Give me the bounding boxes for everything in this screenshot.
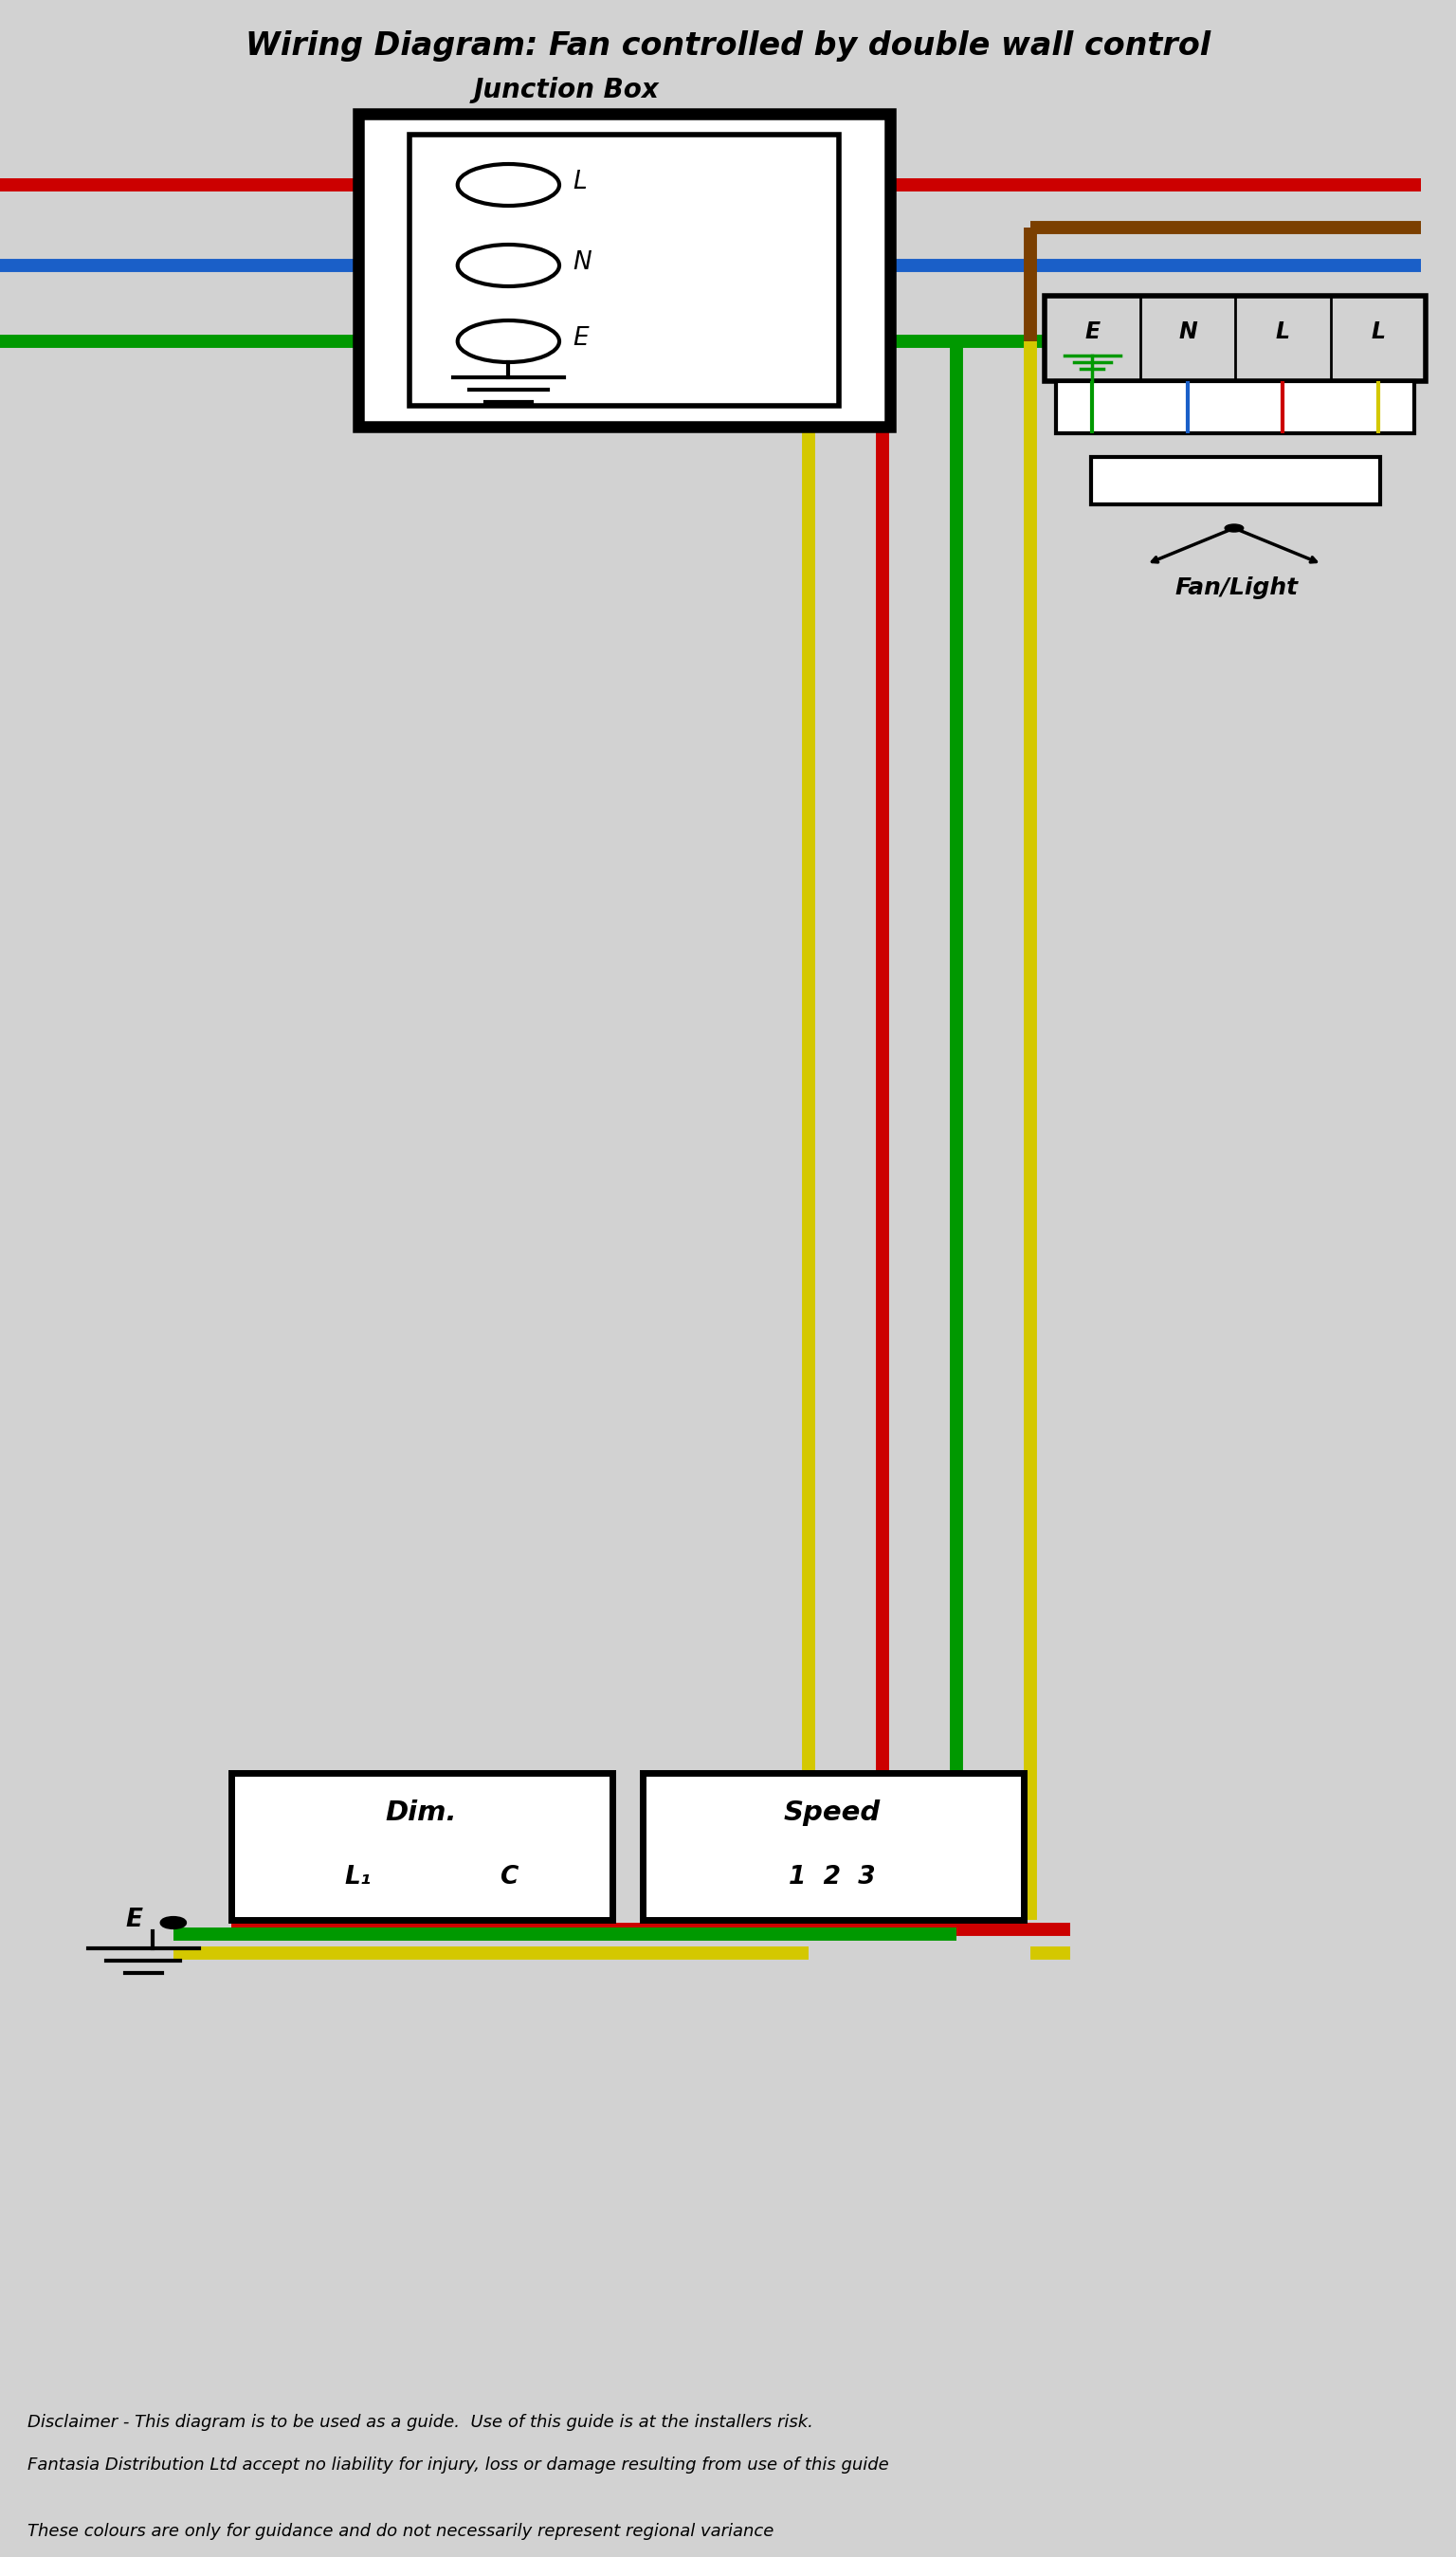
Text: L: L <box>574 169 587 194</box>
Text: Fantasia Distribution Ltd accept no liability for injury, loss or damage resulti: Fantasia Distribution Ltd accept no liab… <box>28 2457 890 2473</box>
Text: N: N <box>574 251 593 276</box>
Bar <box>642 1772 1024 1920</box>
Text: C: C <box>499 1864 518 1890</box>
Bar <box>1091 458 1380 504</box>
Bar <box>409 136 839 407</box>
Text: E: E <box>1085 320 1099 343</box>
Text: Disclaimer - This diagram is to be used as a guide.  Use of this guide is at the: Disclaimer - This diagram is to be used … <box>28 2414 814 2432</box>
Text: Wiring Diagram: Fan controlled by double wall control: Wiring Diagram: Fan controlled by double… <box>246 31 1210 61</box>
Bar <box>1044 297 1425 381</box>
Text: E: E <box>574 327 588 350</box>
Text: 1  2  3: 1 2 3 <box>789 1864 875 1890</box>
Text: E: E <box>125 1908 143 1933</box>
Text: L: L <box>1275 320 1290 343</box>
Text: These colours are only for guidance and do not necessarily represent regional va: These colours are only for guidance and … <box>28 2524 775 2539</box>
Circle shape <box>162 1918 185 1928</box>
Text: N: N <box>1178 320 1197 343</box>
Circle shape <box>457 320 559 363</box>
Text: Dim.: Dim. <box>384 1800 457 1826</box>
Text: Speed: Speed <box>783 1800 881 1826</box>
Circle shape <box>457 245 559 286</box>
Bar <box>1056 381 1414 432</box>
Text: L₁: L₁ <box>345 1864 371 1890</box>
Circle shape <box>1224 524 1243 532</box>
Circle shape <box>457 164 559 205</box>
Text: L: L <box>1372 320 1386 343</box>
Bar <box>358 113 890 427</box>
Bar <box>232 1772 613 1920</box>
Text: Junction Box: Junction Box <box>473 77 660 102</box>
Text: Fan/Light: Fan/Light <box>1175 575 1299 598</box>
